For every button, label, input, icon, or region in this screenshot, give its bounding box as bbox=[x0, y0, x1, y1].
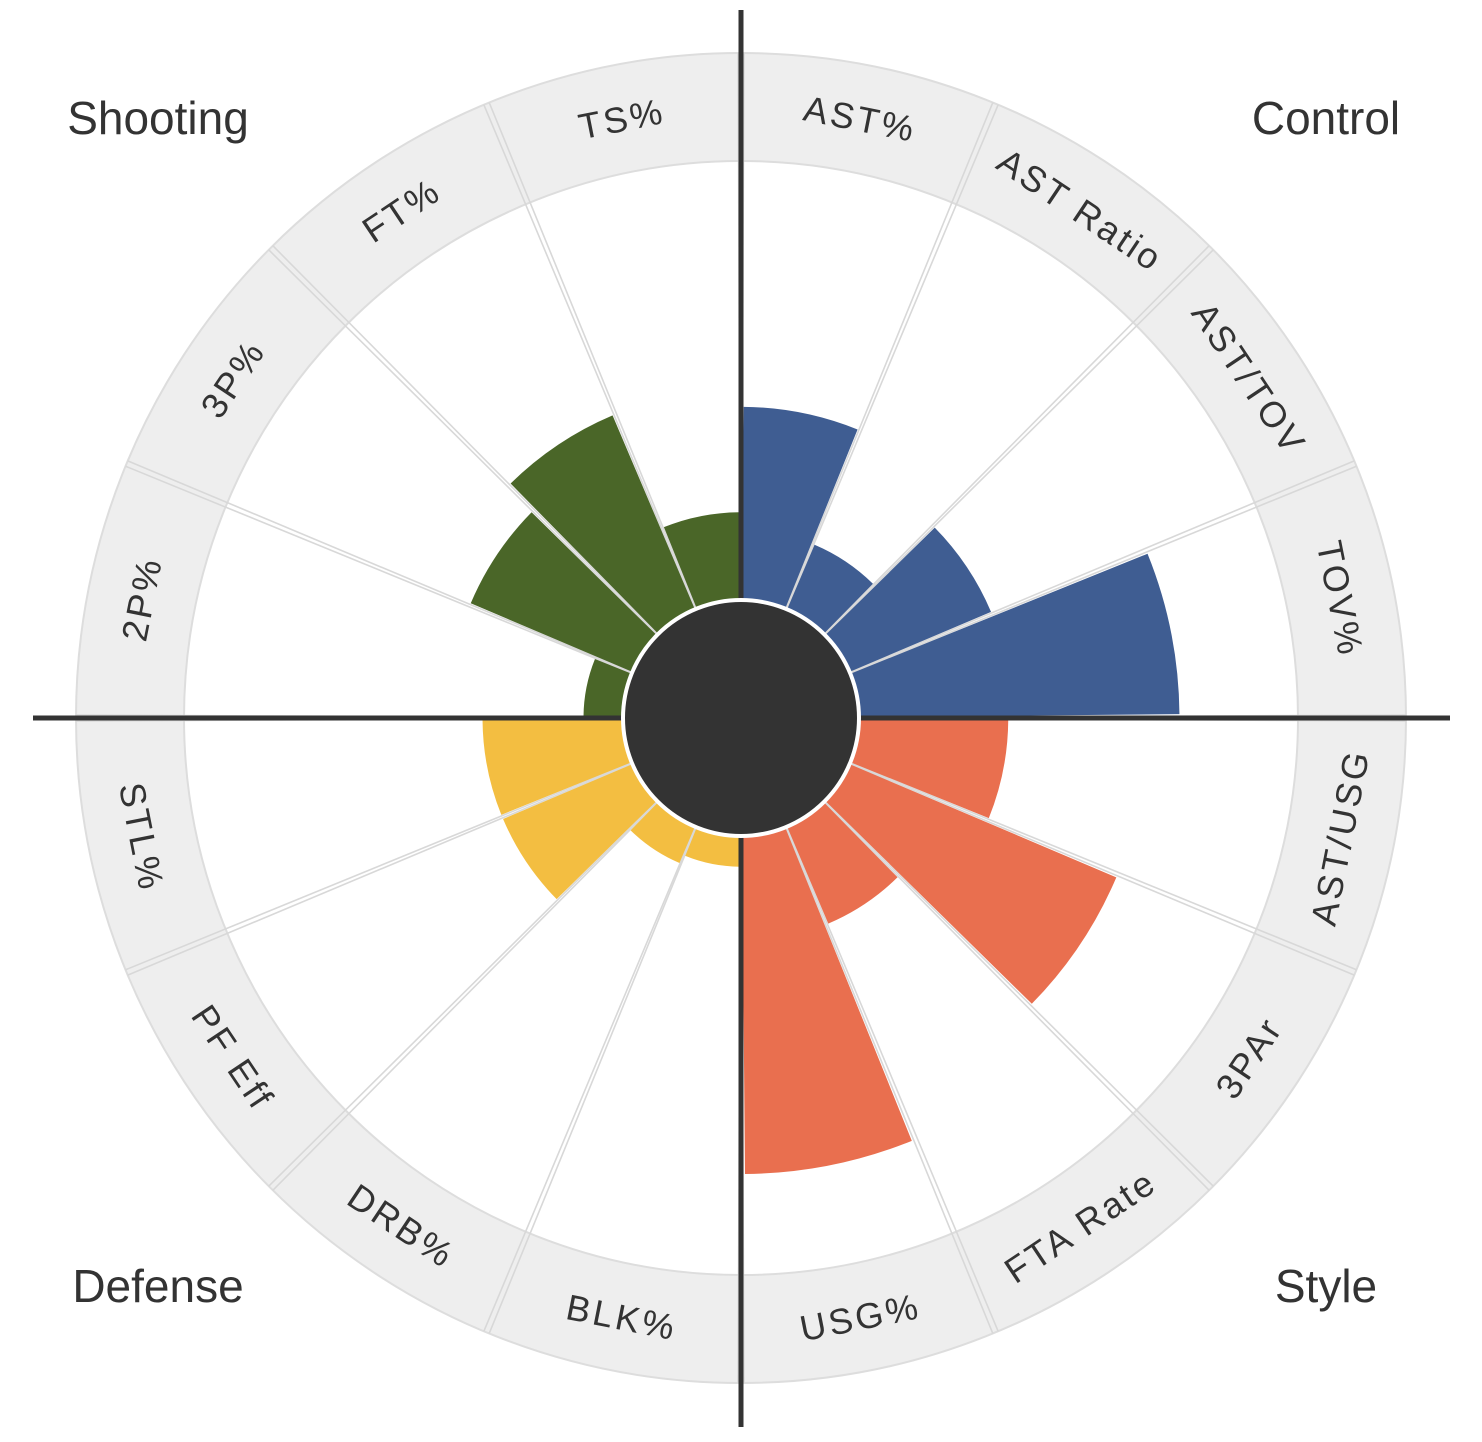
segment-divider bbox=[849, 761, 1357, 971]
bar-stl- bbox=[482, 719, 632, 815]
segment-divider bbox=[272, 245, 659, 635]
category-label-shooting: Shooting bbox=[67, 92, 249, 144]
segment-divider bbox=[849, 762, 1355, 976]
segment-divider bbox=[127, 460, 633, 674]
segment-divider bbox=[125, 761, 633, 971]
bar-ast-ratio bbox=[787, 544, 873, 634]
bar-ast-tov bbox=[825, 527, 992, 672]
segment-divider bbox=[272, 801, 659, 1191]
segment-divider bbox=[849, 465, 1357, 675]
segment-divider bbox=[488, 826, 698, 1334]
segment-divider bbox=[785, 826, 999, 1332]
segment-divider bbox=[127, 762, 633, 976]
segment-divider bbox=[268, 249, 658, 636]
segment-divider bbox=[824, 800, 1214, 1187]
bar-3p- bbox=[470, 512, 657, 672]
category-label-defense: Defense bbox=[72, 1260, 243, 1312]
segment-divider bbox=[483, 104, 697, 610]
bar-blk- bbox=[685, 827, 740, 867]
category-label-style: Style bbox=[1275, 1260, 1377, 1312]
category-label-control: Control bbox=[1252, 92, 1400, 144]
bars-group bbox=[470, 406, 1180, 1175]
bar-ts- bbox=[663, 512, 740, 609]
segment-divider bbox=[268, 800, 658, 1187]
segment-divider bbox=[483, 826, 697, 1332]
segment-divider bbox=[125, 465, 633, 675]
segment-divider bbox=[784, 826, 994, 1334]
bar-2p- bbox=[583, 658, 632, 717]
segment-divider bbox=[849, 460, 1355, 674]
segment-divider bbox=[488, 102, 698, 610]
segment-divider bbox=[823, 801, 1210, 1191]
bar-3par bbox=[825, 764, 1117, 1004]
bar-ast- bbox=[742, 406, 858, 609]
bar-ft- bbox=[510, 415, 695, 634]
bar-pf-eff bbox=[503, 764, 657, 900]
bar-usg- bbox=[742, 827, 912, 1175]
bar-tov- bbox=[850, 553, 1180, 717]
segment-divider bbox=[785, 104, 999, 610]
segment-divider bbox=[823, 245, 1210, 635]
bar-fta-rate bbox=[787, 802, 898, 924]
segment-divider bbox=[824, 249, 1214, 636]
bar-drb- bbox=[630, 802, 695, 863]
segment-divider bbox=[784, 102, 994, 610]
center-hub bbox=[621, 598, 861, 838]
bar-ast-usg bbox=[850, 719, 1009, 819]
